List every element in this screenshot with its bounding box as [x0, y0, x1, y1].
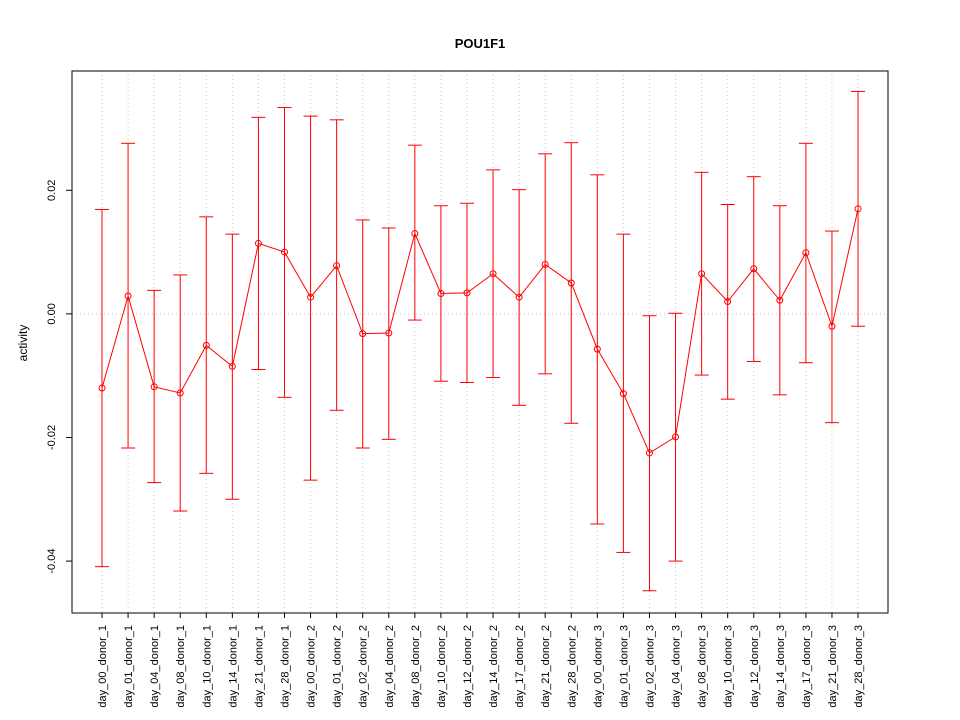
x-tick-label: day_08_donor_3 [697, 625, 709, 708]
x-tick-label: day_08_donor_2 [410, 625, 422, 708]
data-point [202, 341, 210, 349]
series-layer [95, 90, 866, 592]
data-point [437, 289, 445, 297]
x-tick-label: day_14_donor_1 [227, 625, 239, 708]
x-tick-label: day_04_donor_1 [149, 625, 161, 708]
x-tick-label: day_14_donor_3 [775, 625, 787, 708]
y-tick-label: 0.00 [46, 303, 58, 324]
x-tick-label: day_10_donor_1 [201, 625, 213, 708]
data-point [307, 293, 315, 301]
x-tick-label: day_01_donor_1 [123, 625, 135, 708]
x-tick-label: day_01_donor_3 [618, 625, 630, 708]
axes-layer: day_00_donor_1 day_01_donor_1 day_04_donor… [46, 180, 865, 708]
x-tick-label: day_28_donor_2 [566, 625, 578, 708]
data-point [724, 298, 732, 306]
x-tick-label: day_17_donor_3 [801, 625, 813, 708]
data-point [150, 383, 158, 391]
y-tick-label: -0.04 [46, 549, 58, 574]
data-point [698, 270, 706, 278]
x-tick-label: day_08_donor_1 [175, 625, 187, 708]
x-tick-label: day_10_donor_2 [436, 625, 448, 708]
series-line [101, 208, 859, 454]
x-tick-label: day_21_donor_1 [253, 625, 265, 708]
data-point [463, 289, 471, 297]
x-tick-label: day_04_donor_2 [384, 625, 396, 708]
data-point [98, 384, 106, 392]
data-point [750, 265, 758, 273]
x-tick-label: day_00_donor_2 [306, 625, 318, 708]
x-tick-label: day_21_donor_2 [540, 625, 552, 708]
plot-frame [71, 70, 889, 614]
data-point [254, 239, 262, 247]
data-point [228, 362, 236, 370]
data-point [854, 205, 862, 213]
y-tick-label: 0.02 [46, 180, 58, 201]
x-tick-label: day_10_donor_3 [723, 625, 735, 708]
x-tick-label: day_14_donor_2 [488, 625, 500, 708]
x-tick-label: day_28_donor_1 [279, 625, 291, 708]
x-tick-label: day_04_donor_3 [671, 625, 683, 708]
data-point [672, 433, 680, 441]
data-point [567, 279, 575, 287]
grid-layer [72, 71, 888, 613]
data-point [515, 293, 523, 301]
x-tick-label: day_00_donor_3 [592, 625, 604, 708]
x-tick-label: day_28_donor_3 [853, 625, 865, 708]
data-point [541, 260, 549, 268]
chart-title: POU1F1 [455, 36, 506, 51]
x-tick-label: day_00_donor_1 [97, 625, 109, 708]
data-point [776, 296, 784, 304]
x-tick-label: day_02_donor_3 [644, 625, 656, 708]
x-tick-label: day_02_donor_2 [358, 625, 370, 708]
data-point [359, 330, 367, 338]
data-point [411, 230, 419, 238]
data-point [124, 292, 132, 300]
x-tick-label: day_12_donor_2 [462, 625, 474, 708]
data-point [593, 345, 601, 353]
data-point [828, 322, 836, 330]
data-point [333, 262, 341, 270]
data-point [645, 449, 653, 457]
x-tick-label: day_12_donor_3 [749, 625, 761, 708]
data-point [176, 389, 184, 397]
x-tick-label: day_21_donor_3 [827, 625, 839, 708]
y-tick-label: -0.02 [46, 425, 58, 450]
x-tick-label: day_01_donor_2 [332, 625, 344, 708]
y-axis-label: activity [16, 325, 30, 362]
data-point [619, 390, 627, 398]
data-point [385, 329, 393, 337]
data-point [489, 270, 497, 278]
x-tick-label: day_17_donor_2 [514, 625, 526, 708]
data-point [280, 248, 288, 256]
data-point [802, 249, 810, 257]
